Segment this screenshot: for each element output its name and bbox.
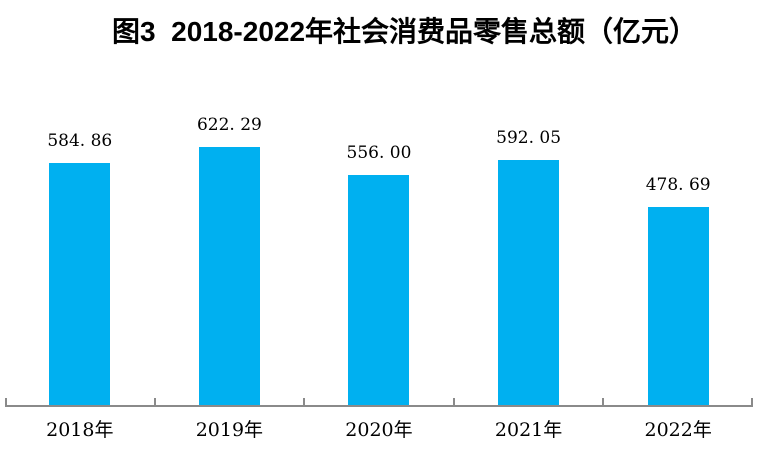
bar-2020 xyxy=(348,174,410,405)
axis-tick xyxy=(602,398,605,407)
bar-group-2021: 592. 05 xyxy=(454,127,604,405)
axis-tick xyxy=(153,398,156,407)
x-axis-label-2022: 2022年 xyxy=(644,419,712,441)
axis-tick xyxy=(452,398,455,407)
bar-value-label-2022: 478. 69 xyxy=(645,174,711,195)
bar-2019 xyxy=(198,147,260,405)
x-axis-label-2019: 2019年 xyxy=(195,419,264,441)
x-axis-labels: 2018年 2019年 2020年 2021年 2022年 xyxy=(5,420,753,441)
axis-tick xyxy=(751,398,753,407)
x-axis-label-2018: 2018年 xyxy=(46,419,114,441)
bar-value-label-2021: 592. 05 xyxy=(496,127,562,148)
axis-tick xyxy=(5,398,7,407)
bar-group-2019: 622. 29 xyxy=(155,117,305,405)
bar-2018 xyxy=(49,162,111,405)
x-axis-label-2021: 2021年 xyxy=(494,419,563,441)
bar-group-2018: 584. 86 xyxy=(5,130,155,405)
bar-2022 xyxy=(647,206,709,405)
chart-title: 图3 2018-2022年社会消费品零售总额（亿元） xyxy=(112,16,698,47)
x-axis-label-2020: 2020年 xyxy=(345,419,413,441)
bar-value-label-2018: 584. 86 xyxy=(47,130,113,151)
bar-2021 xyxy=(498,159,560,405)
bar-value-label-2019: 622. 29 xyxy=(196,115,262,135)
axis-tick xyxy=(303,398,306,407)
bar-group-2020: 556. 00 xyxy=(304,142,454,405)
plot-area: 584. 86 622. 29 556. 00 592. 05 478. 69 xyxy=(5,0,753,407)
bar-group-2022: 478. 69 xyxy=(603,174,753,405)
bar-value-label-2020: 556. 00 xyxy=(346,142,412,163)
x-axis-line xyxy=(5,405,753,407)
